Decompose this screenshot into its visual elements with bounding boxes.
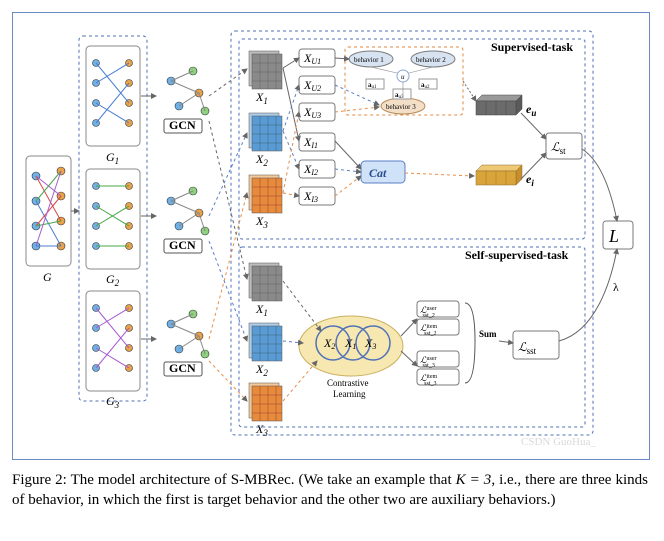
architecture-figure: G G1	[12, 12, 650, 460]
svg-text:X3: X3	[255, 422, 268, 438]
sum-label: Sum	[479, 329, 497, 339]
lambda-label: λ	[613, 280, 619, 294]
svg-text:GCN: GCN	[169, 238, 196, 252]
svg-text:X2: X2	[255, 152, 268, 168]
figure-caption: Figure 2: The model architecture of S-MB…	[12, 470, 648, 511]
svg-text:X1: X1	[255, 90, 268, 106]
graph-G2: G2	[86, 169, 140, 288]
gcn-column: GCN GCN GCN	[141, 67, 209, 376]
svg-text:GCN: GCN	[169, 118, 196, 132]
G-label: G	[43, 270, 52, 284]
X1-self: X1	[249, 263, 282, 318]
arrow-gcn3-x3s	[209, 193, 247, 339]
svg-text:behavior 2: behavior 2	[416, 56, 446, 64]
X3-self: X3	[249, 383, 282, 438]
tasks-container	[231, 31, 593, 435]
svg-text:ei: ei	[526, 172, 534, 188]
arrow-gcn1-x1s	[209, 69, 247, 96]
behaviors: behavior 1 behavior 2 behavior 3 u au1 a…	[349, 51, 455, 114]
svg-text:G2: G2	[106, 272, 120, 288]
venn: X2 X1 X3 Contrastive Learning	[299, 316, 403, 399]
supervised-box	[239, 39, 585, 239]
bracket	[465, 303, 475, 383]
Lsst-subs: ℒusersst_2 ℒitemsst_2 ℒusersst_3 ℒitemss…	[417, 301, 459, 387]
svg-text:Learning: Learning	[333, 389, 366, 399]
X3-supervised: X3	[249, 175, 282, 230]
XU-XI-labels: XU1 XU2 XU3 XI1 XI2 XI3	[299, 49, 335, 205]
supervised-title: Supervised-task	[491, 40, 573, 54]
X2-self: X2	[249, 323, 282, 378]
X1-supervised: X1	[249, 51, 282, 106]
architecture-svg: G G1	[21, 21, 641, 451]
svg-text:Cat: Cat	[369, 166, 387, 180]
svg-text:behavior 3: behavior 3	[386, 103, 416, 111]
graph-G: G	[26, 156, 71, 284]
eu-block: eu	[476, 95, 536, 118]
svg-text:u: u	[401, 73, 405, 81]
X2-supervised: X2	[249, 113, 282, 168]
svg-text:Contrastive: Contrastive	[327, 378, 369, 388]
svg-text:G3: G3	[106, 394, 120, 410]
subgraphs: G1 G2	[86, 46, 140, 410]
svg-text:X1: X1	[255, 302, 268, 318]
watermark: CSDN GuoHua_	[521, 436, 596, 448]
graph-G1: G1	[86, 46, 140, 166]
svg-text:X2: X2	[255, 362, 268, 378]
selfsupervised-title: Self-supervised-task	[465, 248, 569, 262]
ei-block: ei	[476, 165, 534, 188]
svg-text:behavior 1: behavior 1	[354, 56, 384, 64]
svg-text:G1: G1	[106, 150, 119, 166]
svg-text:GCN: GCN	[169, 361, 196, 375]
L-total: L	[608, 226, 619, 246]
svg-text:X3: X3	[255, 214, 268, 230]
svg-text:eu: eu	[526, 102, 536, 118]
graph-G3: G3	[86, 291, 140, 410]
